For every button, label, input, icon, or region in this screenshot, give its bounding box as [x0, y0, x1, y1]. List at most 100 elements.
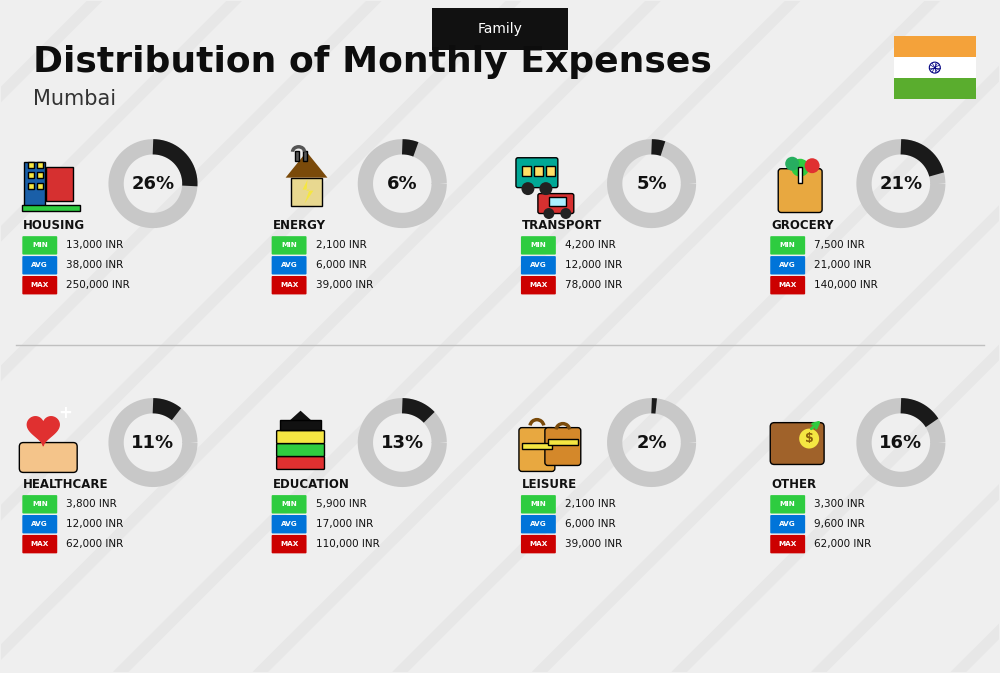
- Polygon shape: [286, 152, 327, 178]
- Text: MIN: MIN: [281, 501, 297, 507]
- Circle shape: [539, 182, 552, 195]
- Text: AVG: AVG: [530, 262, 547, 269]
- FancyBboxPatch shape: [277, 431, 324, 444]
- Text: 6,000 INR: 6,000 INR: [565, 520, 615, 529]
- Text: $: $: [805, 432, 814, 445]
- Text: MIN: MIN: [531, 242, 546, 248]
- Text: LEISURE: LEISURE: [522, 479, 577, 491]
- Text: 11%: 11%: [131, 433, 175, 452]
- Text: 78,000 INR: 78,000 INR: [565, 280, 622, 290]
- Text: MIN: MIN: [531, 501, 546, 507]
- Polygon shape: [27, 417, 59, 446]
- FancyBboxPatch shape: [770, 515, 805, 534]
- Circle shape: [791, 159, 809, 176]
- FancyBboxPatch shape: [37, 183, 43, 188]
- Text: 62,000 INR: 62,000 INR: [66, 539, 123, 549]
- FancyBboxPatch shape: [516, 157, 558, 188]
- Text: MAX: MAX: [779, 541, 797, 547]
- Text: 26%: 26%: [131, 174, 175, 192]
- Text: MAX: MAX: [529, 541, 548, 547]
- FancyBboxPatch shape: [291, 178, 322, 205]
- Text: 2,100 INR: 2,100 INR: [565, 499, 616, 509]
- Circle shape: [799, 429, 819, 448]
- Text: AVG: AVG: [530, 521, 547, 527]
- Text: 16%: 16%: [879, 433, 922, 452]
- Text: +: +: [58, 404, 72, 422]
- Text: AVG: AVG: [281, 521, 297, 527]
- Text: OTHER: OTHER: [771, 479, 816, 491]
- FancyBboxPatch shape: [894, 78, 976, 99]
- FancyBboxPatch shape: [545, 427, 581, 466]
- FancyBboxPatch shape: [894, 57, 976, 78]
- FancyBboxPatch shape: [22, 495, 57, 513]
- FancyBboxPatch shape: [272, 256, 307, 275]
- Text: 250,000 INR: 250,000 INR: [66, 280, 130, 290]
- Circle shape: [521, 182, 534, 195]
- Text: 13%: 13%: [381, 433, 424, 452]
- FancyBboxPatch shape: [277, 456, 324, 470]
- Text: 12,000 INR: 12,000 INR: [565, 260, 622, 271]
- Text: MIN: MIN: [281, 242, 297, 248]
- FancyBboxPatch shape: [280, 420, 321, 429]
- Text: 3,300 INR: 3,300 INR: [814, 499, 865, 509]
- FancyBboxPatch shape: [22, 276, 57, 294]
- Text: 140,000 INR: 140,000 INR: [814, 280, 878, 290]
- Text: Mumbai: Mumbai: [33, 89, 116, 109]
- FancyBboxPatch shape: [272, 495, 307, 513]
- Text: 17,000 INR: 17,000 INR: [316, 520, 373, 529]
- Polygon shape: [280, 411, 321, 429]
- Text: AVG: AVG: [31, 521, 48, 527]
- FancyBboxPatch shape: [770, 495, 805, 513]
- Text: 13,000 INR: 13,000 INR: [66, 240, 123, 250]
- Text: AVG: AVG: [779, 521, 796, 527]
- FancyBboxPatch shape: [46, 167, 73, 201]
- Text: AVG: AVG: [779, 262, 796, 269]
- FancyBboxPatch shape: [519, 427, 555, 472]
- FancyBboxPatch shape: [19, 443, 77, 472]
- FancyBboxPatch shape: [37, 172, 43, 178]
- FancyBboxPatch shape: [521, 515, 556, 534]
- Text: MAX: MAX: [779, 282, 797, 288]
- FancyBboxPatch shape: [272, 276, 307, 294]
- Text: MAX: MAX: [31, 541, 49, 547]
- FancyBboxPatch shape: [521, 535, 556, 553]
- FancyBboxPatch shape: [303, 151, 307, 161]
- FancyBboxPatch shape: [37, 162, 43, 168]
- Text: 5,900 INR: 5,900 INR: [316, 499, 366, 509]
- Text: MIN: MIN: [32, 501, 48, 507]
- Text: 110,000 INR: 110,000 INR: [316, 539, 379, 549]
- Circle shape: [543, 208, 554, 219]
- FancyBboxPatch shape: [521, 236, 556, 254]
- FancyBboxPatch shape: [272, 515, 307, 534]
- Text: 7,500 INR: 7,500 INR: [814, 240, 865, 250]
- Text: 38,000 INR: 38,000 INR: [66, 260, 123, 271]
- FancyBboxPatch shape: [770, 276, 805, 294]
- Circle shape: [785, 157, 799, 171]
- Text: HEALTHCARE: HEALTHCARE: [23, 479, 109, 491]
- FancyBboxPatch shape: [548, 439, 578, 445]
- Text: HOUSING: HOUSING: [23, 219, 85, 232]
- FancyBboxPatch shape: [538, 194, 574, 213]
- FancyBboxPatch shape: [22, 256, 57, 275]
- FancyBboxPatch shape: [432, 8, 568, 50]
- Text: 39,000 INR: 39,000 INR: [316, 280, 373, 290]
- Polygon shape: [303, 180, 314, 203]
- FancyBboxPatch shape: [778, 169, 822, 213]
- FancyBboxPatch shape: [295, 151, 299, 161]
- FancyBboxPatch shape: [770, 236, 805, 254]
- Text: 21%: 21%: [879, 174, 922, 192]
- Text: Family: Family: [478, 22, 522, 36]
- Text: 2,100 INR: 2,100 INR: [316, 240, 366, 250]
- FancyBboxPatch shape: [521, 495, 556, 513]
- FancyBboxPatch shape: [549, 197, 566, 205]
- Circle shape: [560, 208, 571, 219]
- Text: 6%: 6%: [387, 174, 418, 192]
- FancyBboxPatch shape: [277, 444, 324, 456]
- FancyBboxPatch shape: [770, 256, 805, 275]
- FancyBboxPatch shape: [770, 423, 824, 464]
- Text: 21,000 INR: 21,000 INR: [814, 260, 871, 271]
- FancyBboxPatch shape: [770, 535, 805, 553]
- FancyBboxPatch shape: [22, 236, 57, 254]
- Text: MIN: MIN: [780, 501, 796, 507]
- FancyBboxPatch shape: [546, 166, 555, 176]
